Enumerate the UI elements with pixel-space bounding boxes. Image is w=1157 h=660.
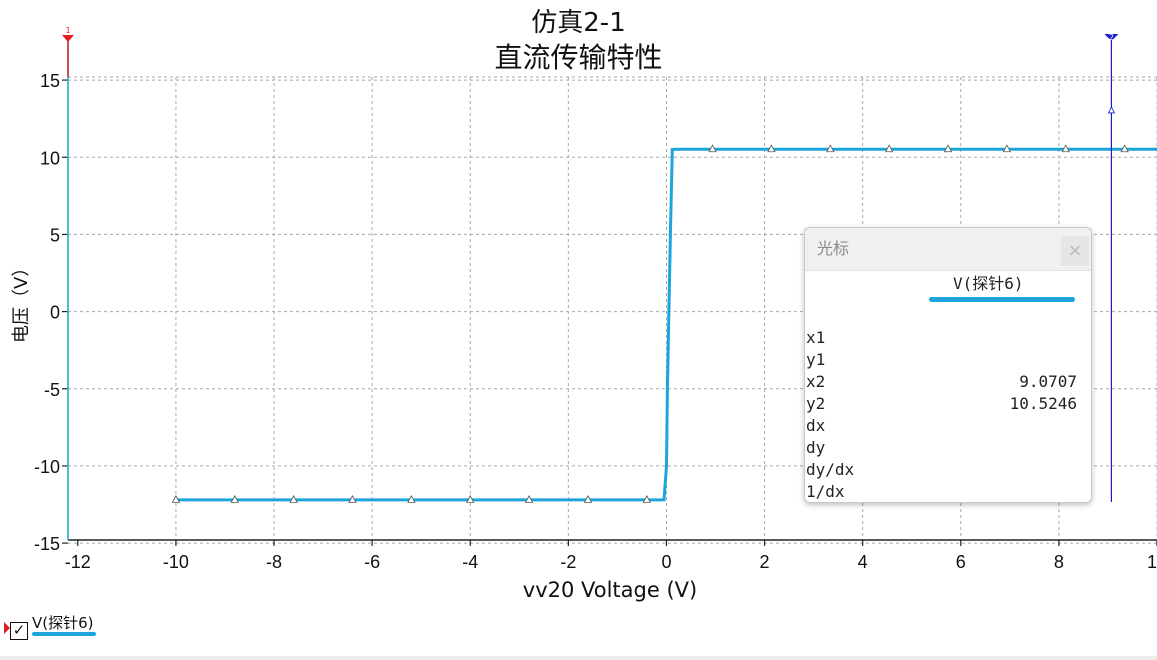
- cursor2-marker: [1107, 106, 1116, 114]
- x-tick-label: -8: [266, 552, 282, 572]
- chart-title: 仿真2-1: [531, 8, 626, 38]
- data-point-marker: [583, 495, 593, 503]
- data-point-marker: [171, 495, 181, 503]
- data-point-marker: [1120, 144, 1129, 153]
- x-tick-label: -6: [364, 552, 380, 572]
- legend-swatch: [32, 632, 96, 636]
- data-point-marker: [348, 495, 357, 503]
- readout-row-dy: dy: [806, 438, 826, 457]
- x-tick-label: -10: [163, 552, 189, 572]
- readout-row-dx: dx: [806, 416, 826, 435]
- data-point-marker: [1002, 144, 1012, 153]
- x-tick-label: 2: [760, 552, 770, 572]
- cursor-readout-table: x1 y1 x2 9.0707 y2 10.5246 dx dy dy/dx 1/d…: [805, 327, 1077, 502]
- chart-ticks: -12 -10 -8 -6 -4 -2 0 2 4 6 8 10 15 10 5 0 -5 -10 -15: [34, 71, 1157, 572]
- bottom-scrollbar[interactable]: [0, 656, 1157, 660]
- data-point-marker: [1061, 144, 1070, 153]
- chart-cursors: 12: [62, 26, 1119, 540]
- readout-row-dydx: dy/dx: [806, 460, 855, 479]
- legend-marker-icon: [4, 622, 10, 634]
- data-point-marker: [884, 144, 894, 153]
- x-tick-label: -2: [560, 552, 576, 572]
- cursor2-handle-icon: [1104, 34, 1119, 41]
- cursor-panel-series-label: V(探针6): [953, 274, 1024, 293]
- x-tick-label: 6: [956, 552, 966, 572]
- close-button[interactable]: ×: [1061, 236, 1089, 266]
- cursor1-label: 1: [65, 26, 70, 35]
- readout-row-inv-dx: 1/dx: [806, 482, 845, 501]
- x-tick-label: 4: [858, 552, 868, 572]
- x-tick-label: 10: [1147, 552, 1157, 572]
- chart-markers: [171, 144, 1129, 503]
- y-tick-label: 10: [40, 148, 60, 168]
- readout-row-y1: y1: [806, 350, 826, 369]
- x-tick-label: -12: [65, 552, 91, 572]
- x-tick-label: 8: [1054, 552, 1064, 572]
- y-tick-label: 5: [50, 225, 60, 245]
- data-point-marker: [524, 495, 534, 503]
- x-tick-label: -4: [462, 552, 478, 572]
- readout-row-x1: x1: [806, 328, 826, 347]
- cursor1-handle-icon: [62, 35, 74, 42]
- data-point-marker: [407, 495, 416, 503]
- y-tick-label: -15: [34, 534, 60, 554]
- y-tick-label: 0: [50, 303, 60, 323]
- legend-label: V(探针6): [32, 614, 94, 632]
- data-point-marker: [943, 144, 953, 153]
- y-tick-label: 15: [40, 71, 60, 91]
- data-point-marker: [767, 144, 776, 153]
- readout-row-y2: y2 10.5246: [806, 394, 1077, 413]
- x-tick-label: 0: [661, 552, 671, 572]
- data-point-marker: [642, 495, 652, 503]
- data-point-marker: [230, 495, 239, 503]
- cursor-panel-title[interactable]: 光标: [805, 228, 1091, 271]
- cursor-panel[interactable]: 光标 × V(探针6) x1 y1 x2 9.0707 y2 10.5246 dx …: [804, 227, 1092, 503]
- series-color-swatch: [929, 297, 1075, 302]
- data-point-marker: [289, 495, 298, 503]
- chart-subtitle: 直流传输特性: [494, 41, 663, 74]
- data-point-marker: [466, 495, 475, 503]
- y-tick-label: -10: [34, 457, 60, 477]
- data-point-marker: [826, 144, 835, 153]
- legend-checkbox[interactable]: ✓: [10, 622, 28, 640]
- x-axis-label: vv20 Voltage (V): [522, 578, 698, 602]
- cursor2-label: 2: [1109, 33, 1114, 42]
- data-point-marker: [708, 144, 717, 153]
- y-tick-label: -5: [44, 380, 60, 400]
- y-axis-label: 电压（V）: [11, 258, 32, 343]
- legend[interactable]: ✓ V(探针6): [4, 612, 124, 640]
- readout-row-x2: x2 9.0707: [806, 372, 1077, 391]
